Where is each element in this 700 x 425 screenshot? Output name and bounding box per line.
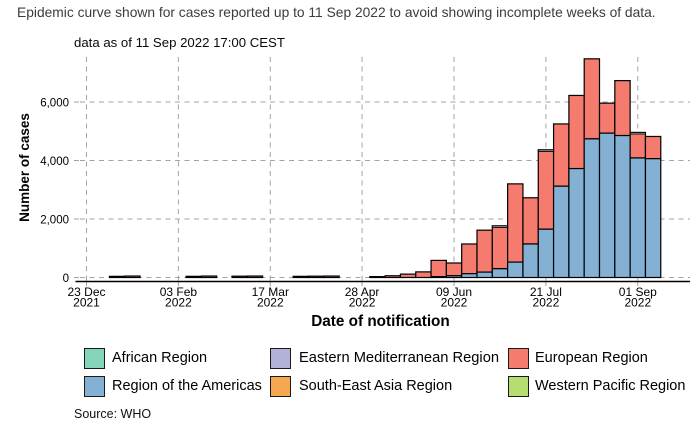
svg-text:6,000: 6,000	[40, 97, 69, 109]
svg-text:28 Apr: 28 Apr	[345, 285, 380, 299]
svg-text:2021: 2021	[73, 296, 100, 310]
svg-text:0: 0	[63, 273, 69, 285]
svg-text:2022: 2022	[624, 296, 651, 310]
svg-text:17 Mar: 17 Mar	[252, 285, 289, 299]
svg-text:09 Jun: 09 Jun	[436, 285, 472, 299]
svg-text:23 Dec: 23 Dec	[67, 285, 105, 299]
svg-text:Date of notification: Date of notification	[311, 313, 450, 330]
svg-text:03 Feb: 03 Feb	[160, 285, 198, 299]
svg-text:Number of cases: Number of cases	[17, 113, 32, 222]
svg-text:01 Sep: 01 Sep	[619, 285, 657, 299]
svg-text:2022: 2022	[441, 296, 468, 310]
svg-text:4,000: 4,000	[40, 156, 69, 168]
svg-text:2,000: 2,000	[40, 214, 69, 226]
svg-text:2022: 2022	[257, 296, 284, 310]
svg-text:2022: 2022	[533, 296, 560, 310]
svg-text:2022: 2022	[349, 296, 376, 310]
svg-text:2022: 2022	[165, 296, 192, 310]
svg-text:21 Jul: 21 Jul	[530, 285, 562, 299]
